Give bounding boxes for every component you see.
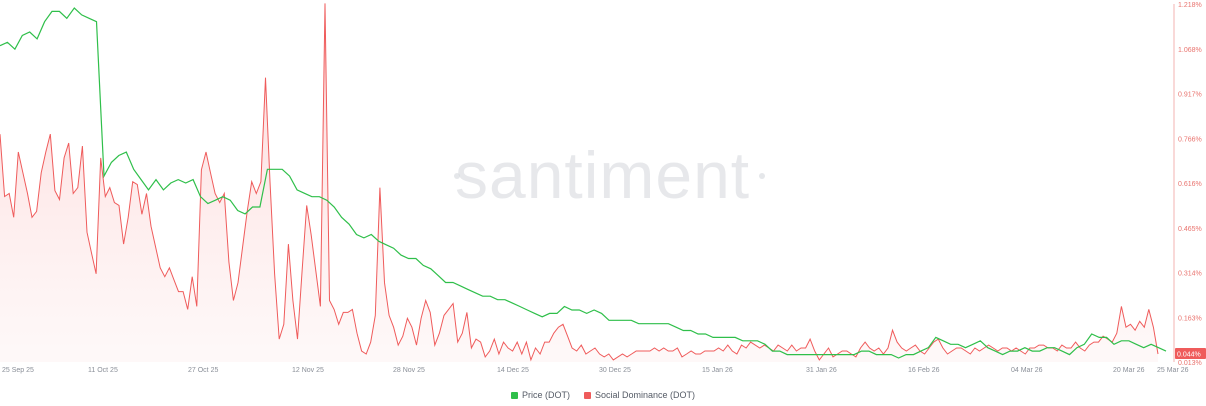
y-tick-label: 0.013% xyxy=(1178,360,1202,367)
y-tick-label: 0.465% xyxy=(1178,226,1202,233)
y-tick-label: 0.766% xyxy=(1178,136,1202,143)
legend-label-price: Price (DOT) xyxy=(521,390,570,400)
legend: Price (DOT) Social Dominance (DOT) xyxy=(0,388,1206,402)
watermark-dot-left xyxy=(454,173,460,179)
y-tick-label: 1.218% xyxy=(1178,2,1202,9)
legend-label-social: Social Dominance (DOT) xyxy=(594,390,696,400)
x-tick-label: 16 Feb 26 xyxy=(908,367,940,374)
x-tick-label: 15 Jan 26 xyxy=(702,367,733,374)
y-tick-label: 0.616% xyxy=(1178,181,1202,188)
legend-swatch-social xyxy=(583,391,591,399)
chart-svg: santiment 1.218% 1.068% 0.917% 0.766% 0.616%… xyxy=(0,2,1206,374)
x-tick-label: 14 Dec 25 xyxy=(497,367,529,374)
x-tick-label: 11 Oct 25 xyxy=(88,367,118,374)
legend-swatch-price xyxy=(510,391,518,399)
current-value-label: 0.044% xyxy=(1177,351,1201,358)
x-tick-label: 28 Nov 25 xyxy=(393,367,425,374)
x-tick-label: 31 Jan 26 xyxy=(806,367,837,374)
social-dominance-area xyxy=(0,3,1158,363)
social-dominance-line xyxy=(0,3,1159,362)
x-tick-label: 25 Mar 26 xyxy=(1157,367,1189,374)
y-tick-label: 0.314% xyxy=(1178,271,1202,278)
legend-item-price[interactable]: Price (DOT) xyxy=(510,390,570,400)
current-value-badge xyxy=(1175,347,1206,359)
price-line xyxy=(0,7,1167,359)
x-tick-label: 25 Sep 25 xyxy=(2,367,34,374)
legend-item-social-dominance[interactable]: Social Dominance (DOT) xyxy=(583,390,696,400)
x-tick-label: 27 Oct 25 xyxy=(188,367,218,374)
x-tick-label: 12 Nov 25 xyxy=(292,367,324,374)
x-tick-label: 20 Mar 26 xyxy=(1113,367,1145,374)
x-tick-label: 04 Mar 26 xyxy=(1011,367,1043,374)
y-tick-label: 1.068% xyxy=(1178,47,1202,54)
x-tick-label: 30 Dec 25 xyxy=(599,367,631,374)
watermark-text: santiment xyxy=(455,138,750,212)
y-tick-label: 0.163% xyxy=(1178,315,1202,322)
y-tick-label: 0.917% xyxy=(1178,92,1202,99)
watermark-dot-right xyxy=(759,173,765,179)
